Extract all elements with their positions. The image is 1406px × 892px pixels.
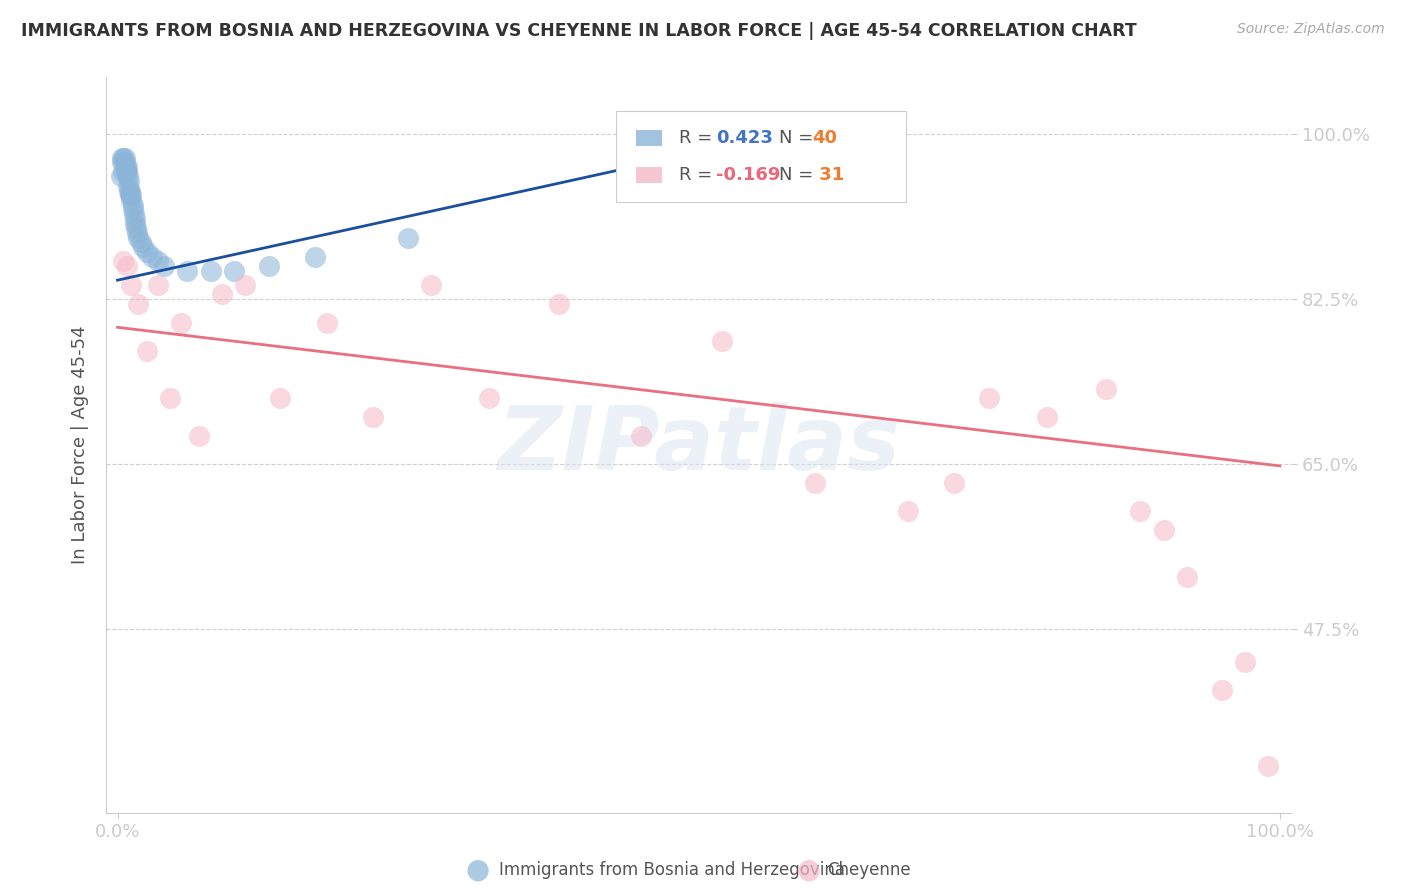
Point bbox=[121, 198, 143, 212]
Point bbox=[804, 475, 827, 490]
Text: 31: 31 bbox=[813, 166, 844, 184]
Point bbox=[269, 391, 291, 405]
Y-axis label: In Labor Force | Age 45-54: In Labor Force | Age 45-54 bbox=[72, 326, 89, 565]
Point bbox=[112, 165, 135, 179]
Point bbox=[478, 391, 501, 405]
Text: Immigrants from Bosnia and Herzegovina: Immigrants from Bosnia and Herzegovina bbox=[499, 861, 845, 879]
Text: Cheyenne: Cheyenne bbox=[827, 861, 910, 879]
Point bbox=[304, 250, 326, 264]
Point bbox=[176, 264, 198, 278]
Point bbox=[120, 184, 142, 198]
Text: Source: ZipAtlas.com: Source: ZipAtlas.com bbox=[1237, 22, 1385, 37]
Text: 40: 40 bbox=[813, 129, 838, 147]
Point bbox=[115, 165, 138, 179]
Point bbox=[148, 277, 170, 292]
Point bbox=[121, 202, 143, 217]
Point bbox=[710, 334, 733, 349]
Point bbox=[132, 240, 155, 254]
FancyBboxPatch shape bbox=[616, 111, 907, 202]
Point bbox=[1094, 382, 1116, 396]
Text: R =: R = bbox=[679, 129, 717, 147]
Point bbox=[897, 504, 920, 518]
Point bbox=[1153, 523, 1175, 537]
Point bbox=[548, 297, 571, 311]
Point bbox=[1211, 683, 1233, 698]
Point bbox=[120, 188, 142, 202]
Point bbox=[121, 193, 143, 207]
Point bbox=[124, 217, 146, 231]
Point bbox=[112, 151, 135, 165]
FancyBboxPatch shape bbox=[636, 130, 662, 146]
Point bbox=[396, 231, 419, 245]
Point bbox=[135, 343, 157, 358]
Text: N =: N = bbox=[779, 166, 814, 184]
Point bbox=[122, 207, 145, 221]
Point bbox=[664, 160, 686, 174]
Point bbox=[118, 184, 141, 198]
Point bbox=[979, 391, 1001, 405]
Point bbox=[211, 287, 233, 301]
Point bbox=[121, 277, 143, 292]
Text: R =: R = bbox=[679, 166, 717, 184]
Point bbox=[118, 174, 141, 188]
Text: 0.423: 0.423 bbox=[717, 129, 773, 147]
Point bbox=[1175, 570, 1198, 584]
Point bbox=[630, 429, 652, 443]
Point bbox=[1036, 409, 1059, 424]
Point bbox=[148, 254, 170, 268]
Point bbox=[115, 160, 138, 174]
Point bbox=[187, 429, 209, 443]
Text: ●: ● bbox=[465, 855, 491, 884]
Point bbox=[117, 178, 139, 193]
Point bbox=[115, 259, 138, 273]
Point bbox=[112, 254, 135, 268]
Point bbox=[114, 151, 136, 165]
Point bbox=[121, 188, 143, 202]
Text: ZIPatlas: ZIPatlas bbox=[498, 401, 900, 489]
Point bbox=[159, 391, 181, 405]
Point bbox=[127, 297, 149, 311]
Point bbox=[111, 151, 134, 165]
Point bbox=[235, 277, 257, 292]
Point bbox=[1257, 758, 1279, 772]
Point bbox=[117, 169, 139, 184]
Point bbox=[170, 316, 193, 330]
Point bbox=[222, 264, 245, 278]
Point bbox=[1129, 504, 1152, 518]
Point bbox=[127, 231, 149, 245]
Point bbox=[114, 160, 136, 174]
Point bbox=[141, 250, 163, 264]
Point bbox=[124, 211, 146, 226]
Point bbox=[200, 264, 222, 278]
Point bbox=[257, 259, 280, 273]
Point bbox=[129, 235, 152, 250]
Point bbox=[114, 165, 136, 179]
Point bbox=[1233, 655, 1256, 669]
Point bbox=[111, 155, 134, 169]
Point bbox=[153, 259, 176, 273]
Point bbox=[315, 316, 337, 330]
Point bbox=[135, 244, 157, 259]
Text: -0.169: -0.169 bbox=[717, 166, 780, 184]
Point bbox=[943, 475, 966, 490]
Text: ●: ● bbox=[796, 855, 821, 884]
Point bbox=[125, 221, 148, 235]
Point bbox=[114, 155, 136, 169]
FancyBboxPatch shape bbox=[636, 167, 662, 183]
Text: IMMIGRANTS FROM BOSNIA AND HERZEGOVINA VS CHEYENNE IN LABOR FORCE | AGE 45-54 CO: IMMIGRANTS FROM BOSNIA AND HERZEGOVINA V… bbox=[21, 22, 1137, 40]
Point bbox=[110, 169, 132, 184]
Text: N =: N = bbox=[779, 129, 814, 147]
Point bbox=[361, 409, 384, 424]
Point bbox=[420, 277, 443, 292]
Point bbox=[127, 226, 149, 240]
